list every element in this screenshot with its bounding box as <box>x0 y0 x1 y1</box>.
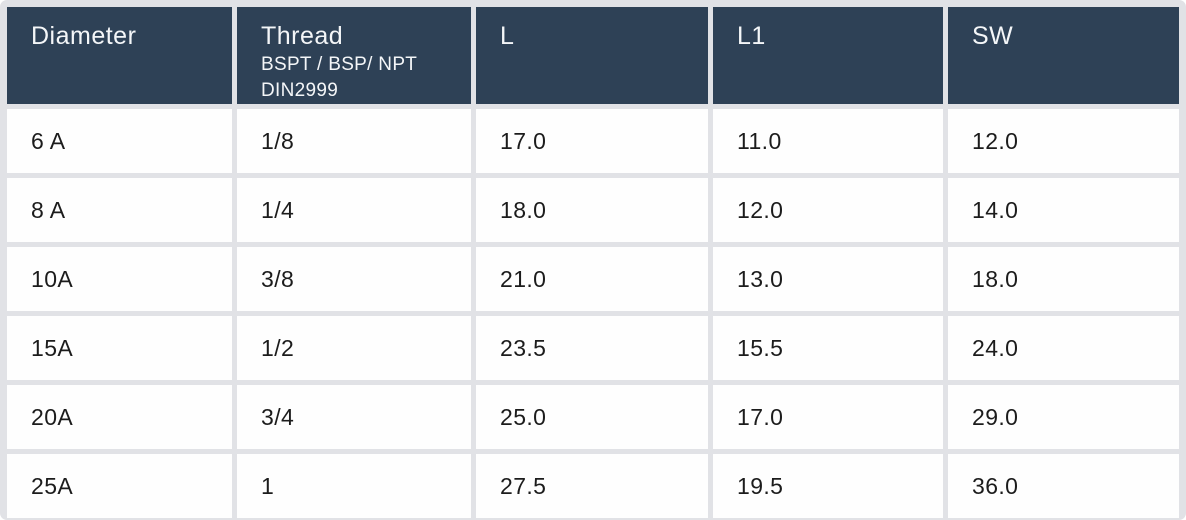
cell-thread: 3/4 <box>237 385 471 449</box>
cell-l: 27.5 <box>476 454 708 518</box>
cell-diameter: 25A <box>7 454 232 518</box>
cell-l1: 13.0 <box>713 247 943 311</box>
cell-l: 23.5 <box>476 316 708 380</box>
cell-thread: 1/4 <box>237 178 471 242</box>
cell-sw: 18.0 <box>948 247 1179 311</box>
cell-l: 21.0 <box>476 247 708 311</box>
table-row: 25A 1 27.5 19.5 36.0 <box>7 454 1179 518</box>
table-row: 6 A 1/8 17.0 11.0 12.0 <box>7 109 1179 173</box>
cell-l1: 12.0 <box>713 178 943 242</box>
cell-diameter: 10A <box>7 247 232 311</box>
table-row: 15A 1/2 23.5 15.5 24.0 <box>7 316 1179 380</box>
header-cell-sw: SW <box>948 7 1179 104</box>
cell-l1: 11.0 <box>713 109 943 173</box>
header-label-sw: SW <box>972 22 1014 50</box>
header-label-thread: Thread <box>261 22 344 50</box>
header-label-l1: L1 <box>737 22 766 50</box>
cell-l: 18.0 <box>476 178 708 242</box>
cell-thread: 1/2 <box>237 316 471 380</box>
cell-l1: 19.5 <box>713 454 943 518</box>
cell-sw: 24.0 <box>948 316 1179 380</box>
cell-diameter: 8 A <box>7 178 232 242</box>
cell-sw: 29.0 <box>948 385 1179 449</box>
cell-l1: 15.5 <box>713 316 943 380</box>
cell-sw: 14.0 <box>948 178 1179 242</box>
header-cell-l: L <box>476 7 708 104</box>
header-cell-thread: Thread BSPT / BSP/ NPT DIN2999 <box>237 7 471 104</box>
cell-l: 25.0 <box>476 385 708 449</box>
cell-sw: 12.0 <box>948 109 1179 173</box>
table-row: 10A 3/8 21.0 13.0 18.0 <box>7 247 1179 311</box>
cell-sw: 36.0 <box>948 454 1179 518</box>
table-row: 8 A 1/4 18.0 12.0 14.0 <box>7 178 1179 242</box>
cell-thread: 1/8 <box>237 109 471 173</box>
cell-thread: 3/8 <box>237 247 471 311</box>
header-row: Diameter Thread BSPT / BSP/ NPT DIN2999 … <box>7 7 1179 104</box>
header-cell-diameter: Diameter <box>7 7 232 104</box>
header-sub-thread-din: DIN2999 <box>261 80 339 101</box>
cell-diameter: 20A <box>7 385 232 449</box>
cell-thread: 1 <box>237 454 471 518</box>
cell-l1: 17.0 <box>713 385 943 449</box>
table-row: 20A 3/4 25.0 17.0 29.0 <box>7 385 1179 449</box>
cell-diameter: 6 A <box>7 109 232 173</box>
header-cell-l1: L1 <box>713 7 943 104</box>
cell-l: 17.0 <box>476 109 708 173</box>
cell-diameter: 15A <box>7 316 232 380</box>
header-label-l: L <box>500 22 515 50</box>
header-label-diameter: Diameter <box>31 22 137 50</box>
header-sub-thread-standards: BSPT / BSP/ NPT <box>261 54 418 75</box>
